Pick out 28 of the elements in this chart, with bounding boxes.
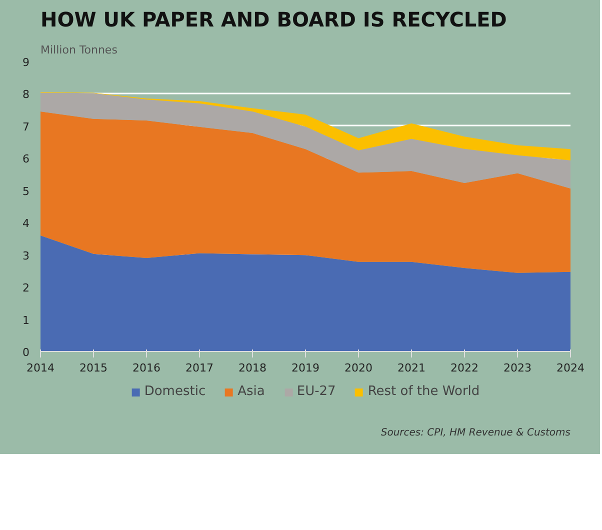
y-tick-label: 8	[22, 88, 30, 102]
x-tick-label: 2021	[398, 362, 426, 374]
y-tick-label: 3	[22, 249, 30, 262]
y-tick-label: 2	[22, 282, 30, 295]
x-tick-label: 2014	[26, 362, 55, 374]
legend-label: Domestic	[144, 384, 206, 399]
x-tick-label: 2023	[504, 362, 532, 374]
y-tick-label: 1	[22, 314, 30, 327]
y-tick-label: 9	[22, 56, 30, 69]
y-tick-label: 4	[22, 217, 30, 230]
x-tick-label: 2017	[186, 362, 214, 374]
y-tick-label: 0	[22, 346, 30, 359]
y-tick-label: 5	[22, 184, 30, 198]
y-tick-label: 7	[22, 120, 30, 134]
source-note: Sources: CPI, HM Revenue & Customs	[380, 428, 571, 438]
x-tick-label: 2019	[292, 362, 320, 374]
legend-label: Rest of the World	[368, 384, 480, 399]
x-tick-label: 2020	[344, 362, 373, 374]
legend-label: Asia	[238, 384, 265, 399]
chart-title: HOW UK PAPER AND BOARD IS RECYCLED	[40, 8, 507, 32]
y-tick-label: 6	[22, 152, 30, 166]
x-tick-label: 2024	[556, 362, 585, 374]
x-tick-label: 2016	[132, 362, 161, 374]
x-tick-label: 2022	[450, 362, 479, 374]
legend-label: EU-27	[296, 384, 336, 399]
y-axis-title: Million Tonnes	[40, 44, 118, 56]
x-tick-label: 2015	[80, 362, 108, 374]
x-tick-label: 2018	[238, 362, 267, 374]
